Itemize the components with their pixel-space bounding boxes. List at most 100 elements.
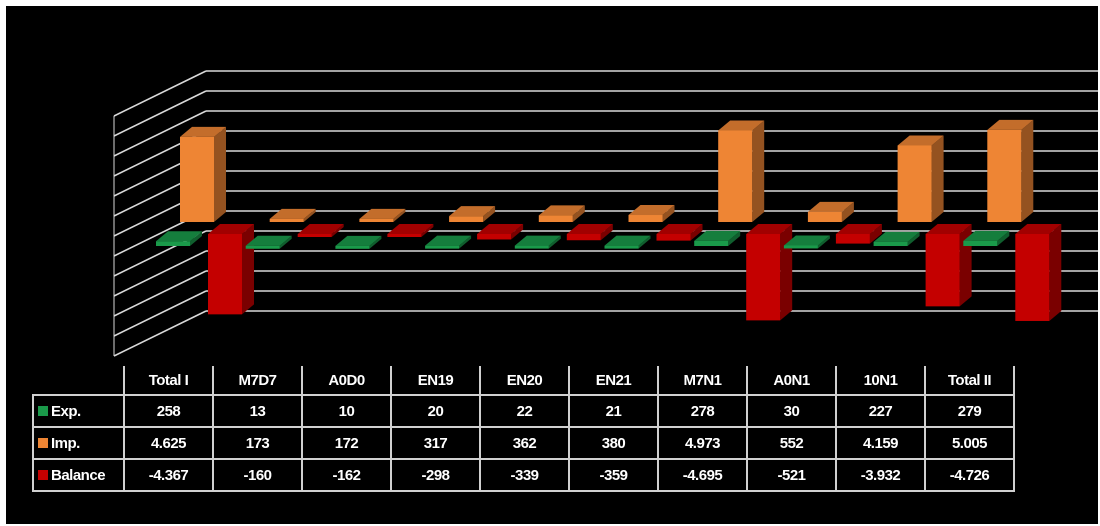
bar-exp xyxy=(783,245,818,249)
bar-balance-side xyxy=(242,224,254,315)
bar-imp xyxy=(897,145,932,222)
bar-balance-side xyxy=(421,224,434,237)
bar-imp-side xyxy=(752,120,765,222)
bar-balance-side xyxy=(780,224,793,321)
bar-exp-side xyxy=(728,230,741,246)
bar-balance-side xyxy=(690,224,703,241)
data-label: -359 xyxy=(569,459,659,492)
data-label: 258 xyxy=(124,394,214,428)
bar-imp xyxy=(987,129,1022,222)
bar-exp xyxy=(873,241,908,246)
bar-balance-top xyxy=(656,224,703,234)
legend-label: Balance xyxy=(51,466,106,484)
category-label: M7N1 xyxy=(658,366,748,396)
balance-legend-swatch xyxy=(38,469,48,480)
legend-entry-imp: Imp. xyxy=(32,427,125,460)
table-row-imp: Imp. 4.625 173 172 317 362 380 4.973 552… xyxy=(32,427,1015,460)
category-label: EN19 xyxy=(391,366,481,396)
bar-exp-top xyxy=(873,231,920,242)
bar-balance xyxy=(746,234,781,321)
bar-balance xyxy=(387,234,422,237)
bar-exp xyxy=(604,245,639,249)
bar-balance xyxy=(835,234,870,244)
data-label: -521 xyxy=(747,459,837,492)
bar-imp-side xyxy=(841,201,854,222)
gridline-side xyxy=(113,290,207,337)
data-label: 30 xyxy=(747,394,837,428)
bar-imp-top xyxy=(538,205,585,216)
legend-label: Exp. xyxy=(51,402,81,420)
data-label: -339 xyxy=(480,459,570,492)
bar-imp-top xyxy=(807,201,854,212)
bar-balance xyxy=(297,234,332,237)
data-label: 317 xyxy=(391,427,481,460)
data-label: 380 xyxy=(569,427,659,460)
data-label: 4.973 xyxy=(658,427,748,460)
bar-exp-side xyxy=(548,235,561,249)
bar-balance xyxy=(925,234,960,307)
bar-balance xyxy=(477,234,512,240)
bar-exp-side xyxy=(907,231,920,246)
gridline-side xyxy=(113,250,207,297)
chart-area: Total I M7D7 A0D0 EN19 EN20 EN21 M7N1 A0… xyxy=(6,6,1098,524)
bar-exp-side xyxy=(279,235,292,249)
bar-balance xyxy=(1015,234,1050,321)
bar-imp-side xyxy=(572,205,585,222)
bar-exp-top xyxy=(156,231,202,242)
table-row-balance: Balance -4.367 -160 -162 -298 -339 -359 … xyxy=(32,459,1015,492)
bar-exp-top xyxy=(604,235,651,246)
bar-balance-top xyxy=(1015,224,1062,234)
table-corner-cell xyxy=(33,366,125,396)
data-label: 279 xyxy=(925,394,1015,428)
bar-imp-top xyxy=(987,119,1034,130)
category-label: A0D0 xyxy=(302,366,392,396)
bar-imp-side xyxy=(1021,119,1034,222)
bar-exp-side xyxy=(997,230,1010,246)
bar-imp xyxy=(718,130,753,222)
legend-entry-balance: Balance xyxy=(32,459,125,492)
table-header-row: Total I M7D7 A0D0 EN19 EN20 EN21 M7N1 A0… xyxy=(33,366,1015,396)
3d-bar-chart xyxy=(113,70,1098,357)
data-label: 4.625 xyxy=(124,427,214,460)
bar-exp xyxy=(425,245,460,249)
bar-balance-side xyxy=(600,224,613,241)
bar-balance-top xyxy=(387,224,434,234)
bar-imp-side xyxy=(483,206,496,222)
bar-imp xyxy=(269,218,304,222)
bar-imp-side xyxy=(214,126,226,222)
gridline-side xyxy=(113,110,207,157)
bar-imp-side xyxy=(303,208,316,222)
bar-balance-top xyxy=(925,224,972,234)
bar-exp xyxy=(514,245,549,249)
bar-exp xyxy=(156,241,190,246)
bar-imp-side xyxy=(393,208,406,222)
bar-imp xyxy=(538,215,573,222)
data-label: 172 xyxy=(302,427,392,460)
bar-imp-top xyxy=(718,120,765,131)
bar-balance-side xyxy=(511,224,524,240)
bar-imp xyxy=(449,216,484,222)
bar-exp-top xyxy=(694,230,741,241)
bar-balance-top xyxy=(746,224,793,234)
table-row-exp: Exp. 258 13 10 20 22 21 278 30 227 279 xyxy=(32,394,1015,428)
exp-legend-swatch xyxy=(38,405,48,416)
data-label: -3.932 xyxy=(836,459,926,492)
data-label: 362 xyxy=(480,427,570,460)
gridline-side xyxy=(113,270,207,317)
category-label: Total II xyxy=(925,366,1015,396)
data-label: 278 xyxy=(658,394,748,428)
bar-balance-top xyxy=(297,224,344,234)
bar-exp xyxy=(963,240,998,246)
bar-balance-side xyxy=(869,224,882,244)
bar-exp xyxy=(335,245,370,249)
bar-imp-top xyxy=(180,126,226,137)
gridline-side xyxy=(113,310,207,357)
data-label: -160 xyxy=(213,459,303,492)
data-label: -298 xyxy=(391,459,481,492)
data-label: 4.159 xyxy=(836,427,926,460)
data-label: -4.726 xyxy=(925,459,1015,492)
bar-exp-top xyxy=(963,230,1010,241)
bar-balance xyxy=(208,234,242,315)
gridline-side xyxy=(113,70,207,117)
bar-balance-top xyxy=(566,224,613,234)
